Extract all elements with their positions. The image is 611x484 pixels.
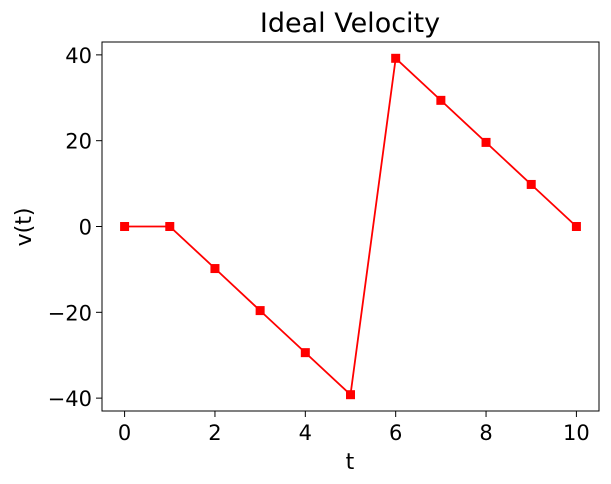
data-point (436, 95, 446, 105)
y-tick-label: 40 (65, 44, 92, 68)
data-point (391, 53, 401, 63)
x-tick-label: 4 (299, 421, 312, 445)
x-tick-label: 8 (479, 421, 492, 445)
data-point (300, 348, 310, 358)
data-point (210, 264, 220, 274)
y-axis: −40 −20 0 20 40 (48, 44, 102, 411)
y-tick-label: 0 (79, 216, 92, 240)
x-tick-label: 2 (208, 421, 221, 445)
data-point (571, 222, 581, 231)
x-tick-label: 0 (118, 421, 131, 445)
data-point (165, 222, 175, 231)
y-tick-label: −40 (48, 387, 92, 411)
y-tick-label: 20 (65, 130, 92, 154)
chart-title: Ideal Velocity (260, 8, 440, 39)
x-tick-label: 6 (389, 421, 402, 445)
data-point (346, 390, 355, 400)
data-point (526, 179, 536, 189)
x-axis-label: t (346, 450, 355, 475)
plot-area (101, 41, 600, 412)
data-point (481, 137, 491, 147)
x-tick-label: 10 (563, 421, 590, 445)
series-group (120, 53, 581, 400)
y-tick-label: −20 (48, 301, 92, 325)
y-axis-label: v(t) (12, 208, 37, 247)
x-axis: 0 2 4 6 8 10 (118, 411, 590, 445)
series-line (124, 56, 578, 397)
data-point (255, 306, 265, 316)
data-point (120, 222, 130, 231)
